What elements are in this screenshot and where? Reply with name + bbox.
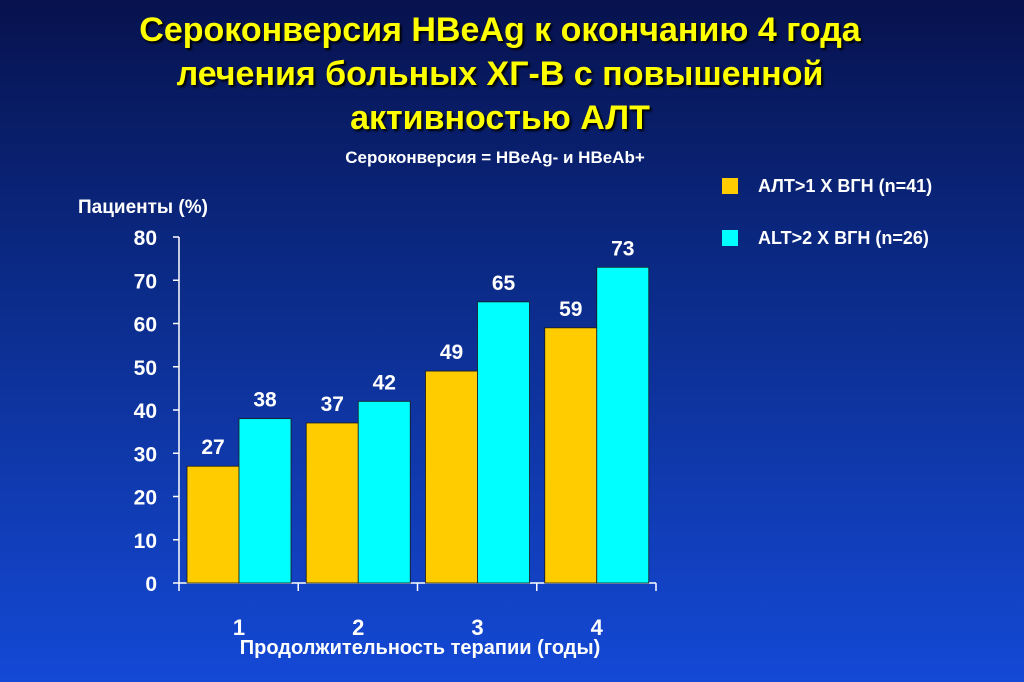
title-line-2: лечения больных ХГ-В с повышенной [176, 55, 824, 93]
legend-swatch-series-2 [722, 230, 738, 246]
x-category-label: 3 [471, 615, 483, 640]
bar-value-label: 37 [321, 393, 344, 416]
bar-series-2 [238, 418, 292, 584]
x-category-label: 1 [233, 615, 245, 640]
bar-series-1 [425, 370, 478, 584]
bar-series-2 [357, 400, 411, 584]
x-axis-label: Продолжительность терапии (годы) [239, 637, 601, 659]
bar-value-label: 73 [611, 237, 634, 260]
y-tick-label: 80 [134, 227, 157, 250]
bar-value-label: 59 [559, 298, 582, 321]
y-tick-label: 20 [134, 487, 157, 510]
legend-label-series-1: АЛТ>1 Х ВГН (n=41) [758, 175, 933, 196]
bar-series-1 [544, 327, 598, 584]
slide-subtitle: Сероконверсия = HBeAg- и HBeAb+ [345, 148, 645, 167]
title-line-1: Сероконверсия HBeAg к окончанию 4 года [139, 11, 861, 49]
bar-series-2 [596, 266, 650, 584]
bar-value-label: 38 [253, 389, 277, 412]
bar-value-label: 42 [373, 371, 396, 394]
bar-series-1 [186, 465, 240, 584]
y-tick-label: 40 [134, 400, 157, 423]
bar-series-2 [477, 301, 530, 584]
legend-swatch-series-1 [722, 178, 738, 194]
legend-label-series-2: ALT>2 X ВГН (n=26) [758, 227, 929, 248]
bar-value-label: 65 [492, 272, 516, 295]
y-tick-label: 50 [134, 357, 157, 380]
y-tick-label: 0 [145, 573, 157, 596]
chart-legend: АЛТ>1 Х ВГН (n=41) ALT>2 X ВГН (n=26) [722, 172, 932, 276]
title-line-3: активностью АЛТ [350, 99, 650, 137]
bar-value-label: 49 [440, 341, 463, 364]
y-tick-label: 10 [134, 530, 157, 553]
bar-series-1 [305, 422, 359, 584]
y-tick-label: 70 [134, 270, 157, 293]
slide-title: Сероконверсия HBeAg к окончанию 4 года л… [0, 8, 1000, 140]
y-tick-label: 60 [134, 314, 157, 337]
y-tick-label: 30 [134, 443, 157, 466]
legend-item-series-1: АЛТ>1 Х ВГН (n=41) [722, 172, 932, 200]
bar-value-label: 27 [201, 436, 224, 459]
x-category-label: 4 [591, 615, 604, 640]
y-axis-label: Пациенты (%) [78, 197, 208, 218]
x-category-label: 2 [352, 615, 364, 640]
legend-item-series-2: ALT>2 X ВГН (n=26) [722, 224, 932, 252]
